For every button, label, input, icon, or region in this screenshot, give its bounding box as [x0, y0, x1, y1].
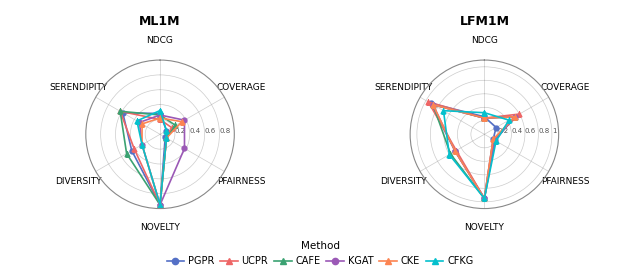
- Title: ML1M: ML1M: [140, 15, 181, 28]
- Legend: PGPR, UCPR, CAFE, KGAT, CKE, CFKG: PGPR, UCPR, CAFE, KGAT, CKE, CFKG: [163, 238, 477, 270]
- Title: LFM1M: LFM1M: [460, 15, 509, 28]
